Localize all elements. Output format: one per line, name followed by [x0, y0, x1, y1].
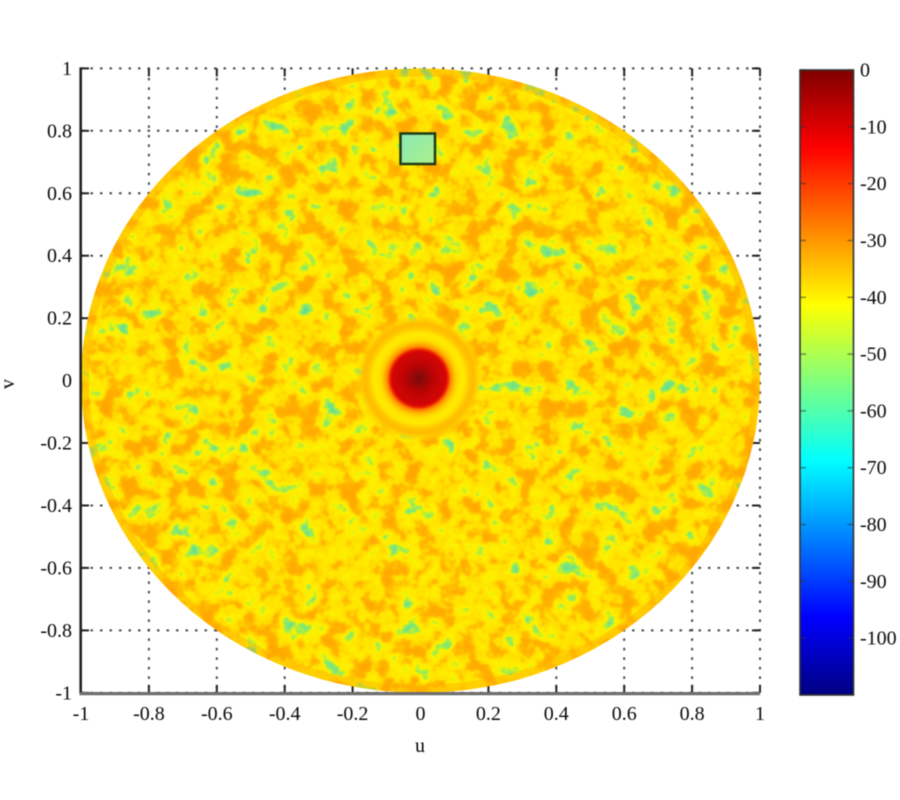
svg-text:-1: -1: [73, 703, 90, 725]
svg-text:v: v: [0, 379, 19, 389]
svg-text:-60: -60: [860, 400, 887, 422]
svg-text:0.8: 0.8: [47, 120, 72, 142]
svg-text:0: 0: [62, 370, 72, 392]
svg-text:-0.6: -0.6: [40, 557, 72, 579]
svg-text:-0.2: -0.2: [40, 433, 72, 455]
svg-text:1: 1: [755, 703, 765, 725]
svg-text:-90: -90: [860, 571, 887, 593]
svg-text:-20: -20: [860, 173, 887, 195]
svg-text:-0.4: -0.4: [269, 703, 301, 725]
svg-text:-100: -100: [860, 628, 897, 650]
svg-text:-80: -80: [860, 514, 887, 536]
svg-text:-0.6: -0.6: [201, 703, 233, 725]
svg-text:0.4: 0.4: [544, 703, 569, 725]
svg-text:-40: -40: [860, 287, 887, 309]
svg-text:0.6: 0.6: [612, 703, 637, 725]
svg-text:u: u: [415, 735, 425, 757]
svg-text:0.6: 0.6: [47, 183, 72, 205]
svg-text:0.8: 0.8: [680, 703, 705, 725]
svg-text:0.2: 0.2: [47, 308, 72, 330]
svg-text:-0.2: -0.2: [337, 703, 369, 725]
svg-text:0.4: 0.4: [47, 245, 72, 267]
svg-text:-0.4: -0.4: [40, 495, 72, 517]
svg-text:-0.8: -0.8: [133, 703, 165, 725]
svg-text:-50: -50: [860, 344, 887, 366]
svg-text:0.2: 0.2: [476, 703, 501, 725]
svg-text:-1: -1: [55, 682, 72, 704]
svg-text:1: 1: [62, 58, 72, 80]
svg-text:-70: -70: [860, 457, 887, 479]
svg-text:0: 0: [416, 703, 426, 725]
svg-text:0: 0: [860, 60, 870, 82]
svg-text:-0.8: -0.8: [40, 620, 72, 642]
svg-text:-30: -30: [860, 230, 887, 252]
svg-text:-10: -10: [860, 116, 887, 138]
